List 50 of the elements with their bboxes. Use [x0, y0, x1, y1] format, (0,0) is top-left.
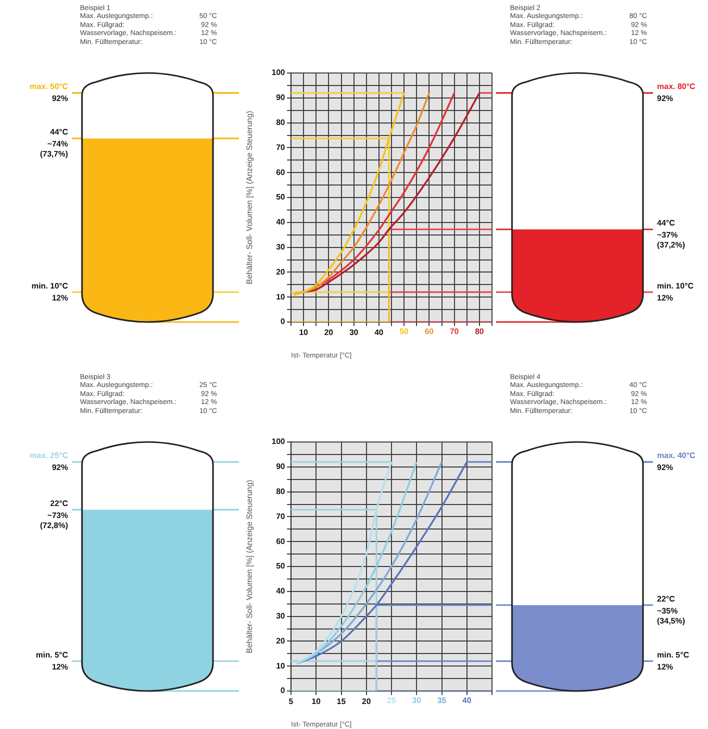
- y-tick-label: 70: [276, 512, 286, 521]
- ref-line-label: min. 5°C 12%: [36, 650, 68, 672]
- x-tick-label: 5: [288, 697, 294, 706]
- ref-line-label: min. 10°C 12%: [657, 281, 694, 302]
- text: 70: [450, 327, 460, 336]
- y-tick-label: 0: [280, 317, 286, 326]
- y-tick-label: 20: [276, 267, 286, 276]
- y-tick-label: 100: [272, 68, 286, 78]
- y-tick-label: 10: [276, 661, 286, 670]
- y-tick-label: 90: [276, 93, 286, 102]
- y-tick-label: 70: [276, 142, 286, 152]
- y-tick-label: 60: [276, 168, 286, 177]
- y-tick-label: 90: [276, 462, 286, 472]
- y-tick-label: 0: [280, 686, 286, 696]
- y-tick-label: 10: [276, 292, 286, 302]
- text: 35: [437, 696, 447, 706]
- text: 25: [387, 696, 396, 706]
- x-tick-label: 20: [362, 697, 372, 706]
- y-tick-label: 40: [276, 586, 286, 596]
- y-axis-title: Behälter- Soll- Volumen [%] (Anzeige Steuerung): [245, 479, 254, 654]
- y-tick-label: 80: [276, 118, 286, 128]
- x-tick-label: 20: [324, 328, 334, 338]
- y-tick-label: 30: [276, 612, 286, 621]
- y-tick-label: 60: [276, 536, 286, 546]
- y-tick-label: 100: [272, 437, 286, 446]
- ref-line-label: max. 80°C 92%: [657, 82, 696, 104]
- ref-line-label: max. 25°C 92%: [30, 451, 68, 472]
- text: 60: [424, 327, 434, 336]
- ref-line-label: 22°C ~73% (72,8%): [40, 498, 68, 530]
- ref-line-label: min. 5°C 12%: [657, 650, 690, 672]
- x-tick-label: 30: [349, 328, 359, 338]
- text: 50: [400, 327, 410, 336]
- x-tick-label: 15: [336, 697, 346, 706]
- ref-line-label: 22°C ~35% (34,5%): [657, 594, 686, 626]
- x-tick-label: 10: [299, 328, 309, 338]
- y-tick-label: 50: [276, 562, 286, 571]
- y-axis-title: Behälter- Soll- Volumen [%] (Anzeige Steuerung): [245, 110, 254, 284]
- y-tick-label: 80: [276, 487, 286, 496]
- ref-line-label: max. 40°C 92%: [657, 451, 696, 472]
- y-tick-label: 50: [276, 192, 286, 202]
- ref-line-label: 44°C ~74% (73,7%): [40, 128, 68, 159]
- ref-line-label: min. 10°C 12%: [31, 281, 68, 302]
- y-tick-label: 30: [276, 242, 286, 252]
- x-tick-label: 10: [312, 697, 322, 706]
- text: 80: [474, 327, 484, 336]
- ref-line-label: 44°C ~37% (37,2%): [657, 218, 686, 250]
- y-tick-label: 40: [276, 218, 286, 227]
- y-tick-label: 20: [276, 636, 286, 646]
- x-tick-label: 40: [374, 328, 384, 338]
- ref-line-label: max. 50°C 92%: [30, 82, 68, 104]
